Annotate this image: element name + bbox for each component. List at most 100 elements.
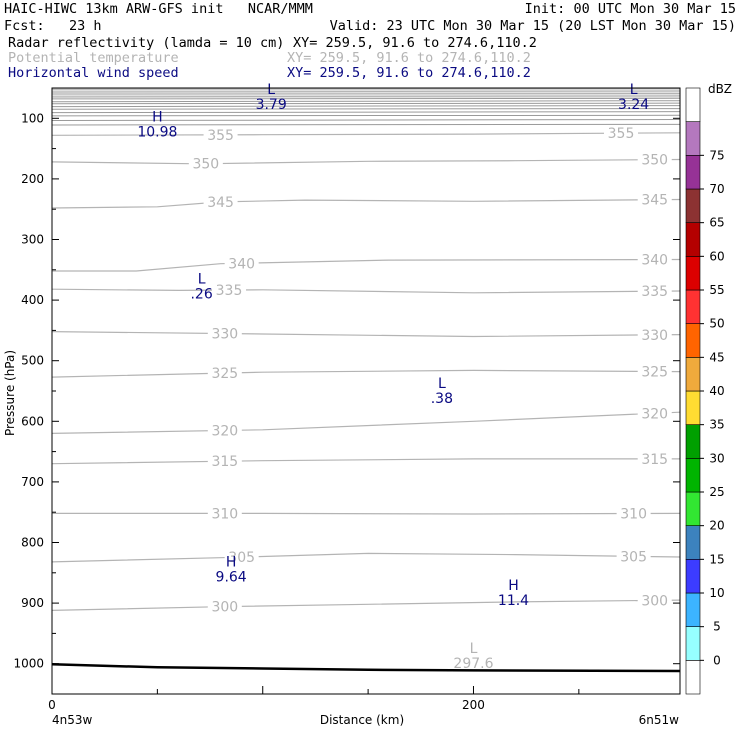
colorbar-label: 20 <box>709 519 724 533</box>
extremum-kind: L <box>630 82 638 98</box>
theta-contour-label: 340 <box>641 253 668 269</box>
field-reflectivity-xy: XY= 259.5, 91.6 to 274.6,110.2 <box>293 35 537 51</box>
colorbar: 0 5 10 15 20 25 30 35 40 45 50 55 60 65 70 75 <box>685 87 725 695</box>
theta-band-line <box>51 100 681 103</box>
theta-contour-label: 300 <box>641 593 668 609</box>
theta-label-bg <box>616 548 651 563</box>
theta-label-bg <box>207 453 242 468</box>
extremum-value: 11.4 <box>498 593 529 609</box>
extremum-value: 3.79 <box>256 97 287 113</box>
theta-contour-label: 335 <box>641 284 668 300</box>
colorbar-swatch <box>685 390 701 425</box>
theta-contour <box>52 512 681 515</box>
theta-label-bg <box>207 598 242 613</box>
y-tick-label: 600 <box>21 414 44 428</box>
theta-label-bg <box>637 251 672 266</box>
colorbar-label: 55 <box>709 283 724 297</box>
colorbar-swatch <box>685 559 701 594</box>
plot-border <box>51 87 681 695</box>
colorbar-label: 15 <box>709 552 724 566</box>
theta-contour-label: 320 <box>211 423 238 439</box>
extremum-value: .38 <box>431 391 453 407</box>
theta-label-bg <box>637 405 672 420</box>
theta-contour <box>51 331 681 338</box>
colorbar-label: 30 <box>709 451 724 465</box>
theta-contour <box>51 369 681 378</box>
contour-layer <box>51 88 681 673</box>
theta-contour-label: 305 <box>620 549 647 565</box>
colorbar-swatch <box>685 491 701 526</box>
colorbar-swatch <box>685 256 701 291</box>
colorbar-label: 65 <box>709 216 724 230</box>
extremum-kind: L <box>267 82 275 98</box>
theta-contour <box>51 158 681 165</box>
theta-contour <box>51 599 681 611</box>
header-init: Init: 00 UTC Mon 30 Mar 15 <box>524 1 736 17</box>
theta-contour-label: 340 <box>228 256 255 272</box>
colorbar-label: 5 <box>713 620 721 634</box>
theta-label-bg <box>224 549 259 564</box>
theta-contour-label: 300 <box>211 600 238 616</box>
extremum-kind: L <box>470 641 478 657</box>
extremum-kind: H <box>508 578 519 594</box>
header-model: HAIC-HIWC 13km ARW-GFS init NCAR/MMM <box>4 1 313 17</box>
x-end-label-left: 4n53w <box>52 713 93 727</box>
theta-contour-label: 355 <box>608 126 635 142</box>
terrain-surface-line <box>51 663 681 673</box>
colorbar-swatch <box>685 424 701 459</box>
colorbar-label: 45 <box>709 350 724 364</box>
colorbar-label: 60 <box>709 249 724 263</box>
y-tick-label: 200 <box>21 172 44 186</box>
theta-contour-label: 345 <box>207 195 234 211</box>
theta-contour <box>51 132 681 136</box>
theta-band-line <box>51 105 681 108</box>
colorbar-label: 70 <box>709 182 724 196</box>
theta-label-bg <box>203 126 238 141</box>
colorbar-unit: dBZ <box>708 82 732 96</box>
colorbar-swatch <box>685 289 701 324</box>
y-tick-label: 400 <box>21 293 44 307</box>
theta-label-bg <box>188 155 223 170</box>
theta-label-bg <box>603 125 638 140</box>
colorbar-swatch <box>685 357 701 392</box>
colorbar-swatch <box>685 222 701 257</box>
theta-label-bg <box>637 326 672 341</box>
extremum-value: 297.6 <box>453 656 493 672</box>
theta-contour <box>51 458 680 465</box>
extremum-value: 9.64 <box>216 570 247 586</box>
theta-contour-label: 325 <box>641 364 668 380</box>
colorbar-swatch <box>685 323 701 358</box>
theta-contour <box>51 198 681 209</box>
colorbar-label: 10 <box>709 586 724 600</box>
colorbar-swatch <box>685 155 701 190</box>
theta-contour-label: 330 <box>641 328 668 344</box>
theta-contour-label: 350 <box>641 153 668 169</box>
colorbar-label: 35 <box>709 418 724 432</box>
y-tick-label: 300 <box>21 233 44 247</box>
theta-contour-label: 335 <box>216 283 243 299</box>
colorbar-label: 25 <box>709 485 724 499</box>
theta-contour-label: 330 <box>211 327 238 343</box>
header-fcst: Fcst: 23 h <box>4 18 102 34</box>
theta-label-bg <box>212 282 247 297</box>
theta-contour-label: 350 <box>192 157 219 173</box>
theta-label-bg <box>203 193 238 208</box>
theta-label-bg <box>637 592 672 607</box>
theta-band-line <box>51 123 681 126</box>
colorbar-swatch <box>685 87 701 122</box>
extremum-value: .26 <box>190 287 212 303</box>
colorbar-swatch <box>685 188 701 223</box>
extremum-value: 10.98 <box>137 124 177 140</box>
y-axis-title: Pressure (hPa) <box>3 350 17 436</box>
colorbar-label: 0 <box>713 653 721 667</box>
x-axis-title: Distance (km) <box>320 713 404 727</box>
theta-contour-label: 345 <box>641 193 668 209</box>
colorbar-swatch <box>685 458 701 493</box>
y-tick-label: 100 <box>21 111 44 125</box>
theta-band-line <box>51 114 681 117</box>
contour-label-layer: 355 355 350 350 345 345 340 340 335 335 330 330 325 3… <box>137 82 672 672</box>
theta-contour <box>51 552 681 563</box>
x-tick-label: 200 <box>462 698 485 712</box>
axis-layer: 100 200 300 400 500 600 700 800 900 1000 0 200 <box>13 111 680 712</box>
